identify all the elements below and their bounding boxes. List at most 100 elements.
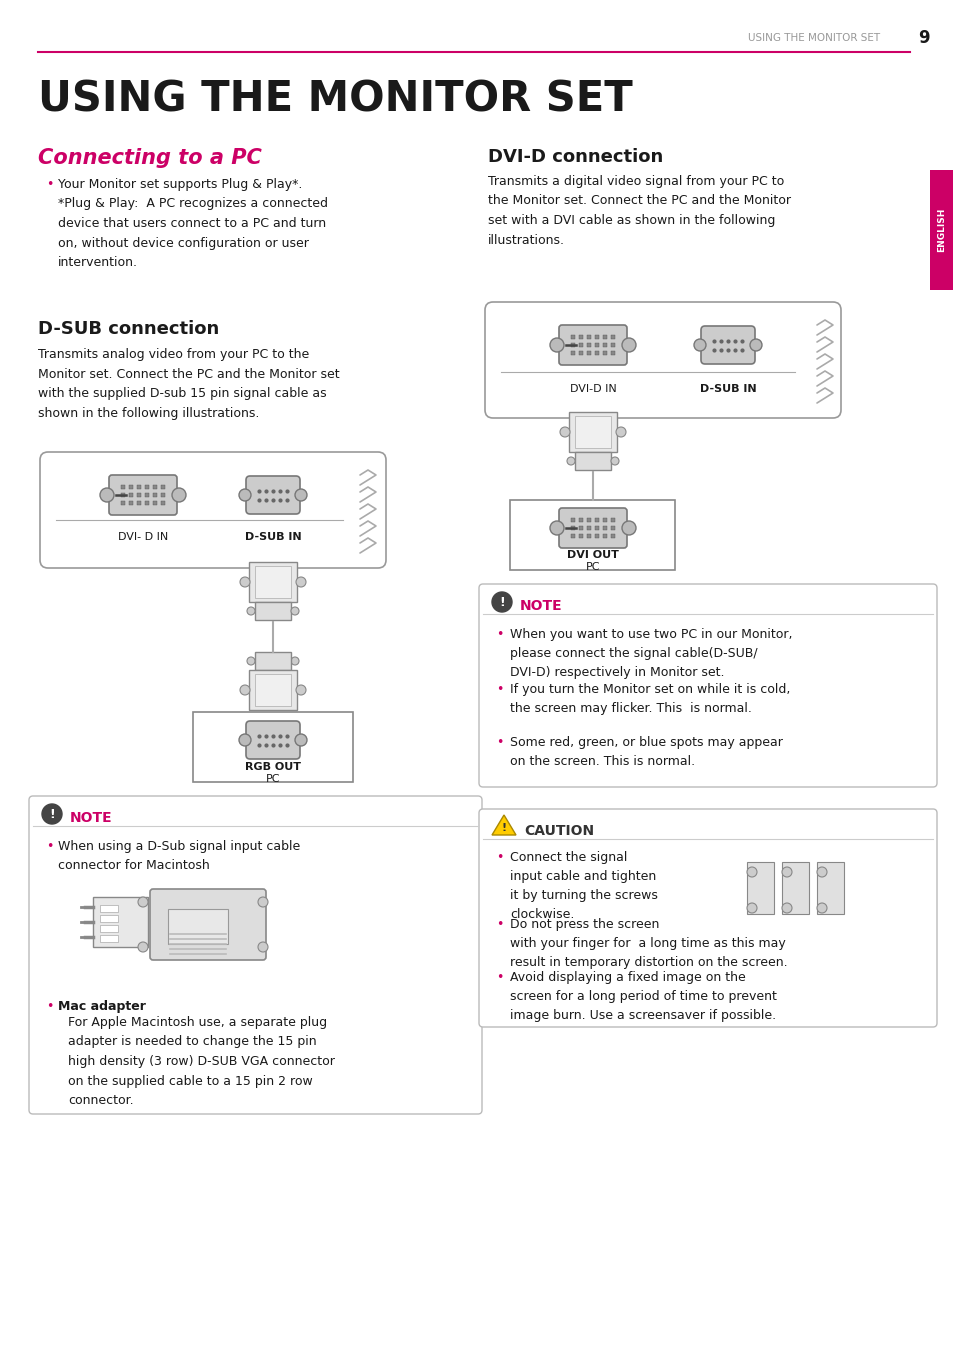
FancyBboxPatch shape (150, 888, 266, 960)
FancyBboxPatch shape (602, 350, 606, 355)
Circle shape (295, 577, 306, 586)
FancyBboxPatch shape (246, 476, 299, 514)
FancyBboxPatch shape (558, 325, 626, 365)
Text: •: • (496, 918, 503, 931)
Text: •: • (496, 851, 503, 864)
Circle shape (610, 457, 618, 465)
FancyBboxPatch shape (578, 342, 582, 346)
FancyBboxPatch shape (610, 350, 615, 355)
FancyBboxPatch shape (571, 350, 575, 355)
Circle shape (257, 942, 268, 952)
FancyBboxPatch shape (595, 518, 598, 522)
FancyBboxPatch shape (254, 566, 291, 599)
Circle shape (291, 607, 298, 615)
FancyBboxPatch shape (602, 518, 606, 522)
Circle shape (247, 607, 254, 615)
FancyBboxPatch shape (610, 336, 615, 338)
Text: D-SUB connection: D-SUB connection (38, 319, 219, 338)
Circle shape (816, 867, 826, 878)
Text: Connecting to a PC: Connecting to a PC (38, 148, 262, 168)
Circle shape (291, 656, 298, 665)
Circle shape (492, 592, 512, 612)
FancyBboxPatch shape (137, 501, 141, 506)
Circle shape (239, 735, 251, 745)
Text: PC: PC (266, 774, 280, 785)
Text: USING THE MONITOR SET: USING THE MONITOR SET (38, 78, 632, 120)
FancyBboxPatch shape (578, 534, 582, 538)
Circle shape (138, 942, 148, 952)
FancyBboxPatch shape (129, 485, 132, 489)
Circle shape (816, 903, 826, 913)
Text: !: ! (498, 596, 504, 608)
Circle shape (559, 427, 569, 437)
FancyBboxPatch shape (578, 336, 582, 338)
FancyBboxPatch shape (92, 896, 148, 948)
FancyBboxPatch shape (129, 501, 132, 506)
Text: •: • (496, 971, 503, 984)
Text: Mac adapter: Mac adapter (58, 1000, 146, 1012)
FancyBboxPatch shape (568, 412, 617, 452)
Text: When using a D-Sub signal input cable
connector for Macintosh: When using a D-Sub signal input cable co… (58, 840, 300, 872)
Text: ENGLISH: ENGLISH (937, 208, 945, 252)
FancyBboxPatch shape (571, 534, 575, 538)
Text: USING THE MONITOR SET: USING THE MONITOR SET (747, 32, 880, 43)
Text: NOTE: NOTE (519, 599, 562, 613)
Text: D-SUB IN: D-SUB IN (244, 532, 301, 542)
FancyBboxPatch shape (193, 712, 353, 782)
FancyBboxPatch shape (478, 809, 936, 1027)
Text: DVI-D connection: DVI-D connection (488, 148, 662, 166)
Text: Do not press the screen
with your finger for  a long time as this may
result in : Do not press the screen with your finger… (510, 918, 787, 969)
FancyBboxPatch shape (254, 603, 291, 620)
Circle shape (172, 488, 186, 501)
Text: Some red, green, or blue spots may appear
on the screen. This is normal.: Some red, green, or blue spots may appea… (510, 736, 782, 768)
Text: For Apple Macintosh use, a separate plug
adapter is needed to change the 15 pin
: For Apple Macintosh use, a separate plug… (68, 1016, 335, 1107)
FancyBboxPatch shape (168, 909, 228, 944)
FancyBboxPatch shape (586, 342, 590, 346)
FancyBboxPatch shape (700, 326, 754, 364)
FancyBboxPatch shape (100, 925, 118, 931)
Text: Your Monitor set supports Plug & Play*.
*Plug & Play:  A PC recognizes a connect: Your Monitor set supports Plug & Play*. … (58, 178, 328, 270)
Text: !: ! (49, 807, 55, 821)
FancyBboxPatch shape (100, 905, 118, 913)
Circle shape (616, 427, 625, 437)
FancyBboxPatch shape (602, 342, 606, 346)
Text: Avoid displaying a fixed image on the
screen for a long period of time to preven: Avoid displaying a fixed image on the sc… (510, 971, 776, 1022)
FancyBboxPatch shape (595, 526, 598, 530)
FancyBboxPatch shape (161, 493, 165, 497)
Text: DVI- D IN: DVI- D IN (118, 532, 168, 542)
Text: Transmits a digital video signal from your PC to
the Monitor set. Connect the PC: Transmits a digital video signal from yo… (488, 175, 790, 247)
Text: •: • (46, 840, 53, 853)
Circle shape (240, 685, 250, 696)
Circle shape (550, 338, 563, 352)
FancyBboxPatch shape (510, 500, 675, 570)
FancyBboxPatch shape (145, 485, 149, 489)
FancyBboxPatch shape (478, 584, 936, 787)
FancyBboxPatch shape (578, 518, 582, 522)
FancyBboxPatch shape (586, 534, 590, 538)
Text: If you turn the Monitor set on while it is cold,
the screen may flicker. This  i: If you turn the Monitor set on while it … (510, 683, 789, 714)
FancyBboxPatch shape (595, 336, 598, 338)
FancyBboxPatch shape (161, 485, 165, 489)
Text: •: • (496, 683, 503, 696)
Text: •: • (46, 178, 53, 191)
FancyBboxPatch shape (254, 652, 291, 670)
FancyBboxPatch shape (781, 861, 808, 914)
FancyBboxPatch shape (602, 526, 606, 530)
FancyBboxPatch shape (746, 861, 773, 914)
Text: PC: PC (585, 562, 599, 572)
FancyBboxPatch shape (610, 518, 615, 522)
FancyBboxPatch shape (602, 336, 606, 338)
Circle shape (621, 520, 636, 535)
Circle shape (749, 338, 761, 350)
FancyBboxPatch shape (249, 670, 296, 710)
Text: When you want to use two PC in our Monitor,
please connect the signal cable(D-SU: When you want to use two PC in our Monit… (510, 628, 792, 679)
Circle shape (550, 520, 563, 535)
Circle shape (239, 489, 251, 501)
FancyBboxPatch shape (575, 417, 610, 448)
Circle shape (257, 896, 268, 907)
Text: !: ! (501, 824, 506, 833)
FancyBboxPatch shape (121, 501, 125, 506)
FancyBboxPatch shape (29, 797, 481, 1113)
FancyBboxPatch shape (575, 452, 610, 470)
Polygon shape (492, 816, 516, 834)
